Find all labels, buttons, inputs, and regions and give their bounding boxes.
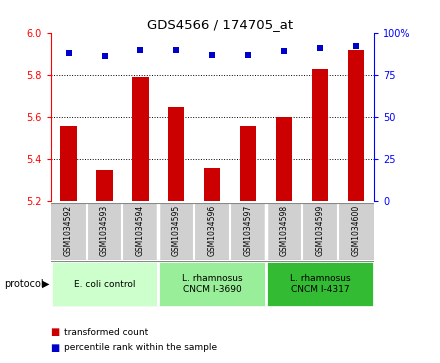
Text: ▶: ▶ xyxy=(42,279,50,289)
Text: ■: ■ xyxy=(51,343,60,353)
Point xyxy=(245,52,252,57)
Text: L. rhamnosus
CNCM I-4317: L. rhamnosus CNCM I-4317 xyxy=(290,274,350,294)
Text: percentile rank within the sample: percentile rank within the sample xyxy=(64,343,217,352)
Point xyxy=(173,47,180,53)
Text: GSM1034596: GSM1034596 xyxy=(208,205,217,256)
Text: ■: ■ xyxy=(51,327,60,337)
Bar xyxy=(158,261,266,307)
Point xyxy=(65,50,72,56)
Text: protocol: protocol xyxy=(4,279,44,289)
Text: GSM1034599: GSM1034599 xyxy=(315,205,325,256)
Bar xyxy=(96,170,113,201)
Bar xyxy=(168,106,184,201)
Text: L. rhamnosus
CNCM I-3690: L. rhamnosus CNCM I-3690 xyxy=(182,274,242,294)
Bar xyxy=(276,117,292,201)
Bar xyxy=(266,261,374,307)
Bar xyxy=(204,168,220,201)
Text: transformed count: transformed count xyxy=(64,328,148,337)
Text: GSM1034597: GSM1034597 xyxy=(244,205,253,256)
Text: GSM1034593: GSM1034593 xyxy=(100,205,109,256)
Bar xyxy=(312,69,328,201)
Bar xyxy=(348,50,364,201)
Bar xyxy=(60,126,77,201)
Point xyxy=(281,48,288,54)
Text: GSM1034595: GSM1034595 xyxy=(172,205,181,256)
Text: GDS4566 / 174705_at: GDS4566 / 174705_at xyxy=(147,18,293,31)
Point xyxy=(317,45,324,51)
Text: GSM1034594: GSM1034594 xyxy=(136,205,145,256)
Point xyxy=(352,43,359,49)
Bar xyxy=(51,261,158,307)
Text: GSM1034598: GSM1034598 xyxy=(280,205,289,256)
Bar xyxy=(240,126,257,201)
Text: E. coli control: E. coli control xyxy=(74,280,135,289)
Point xyxy=(137,47,144,53)
Text: GSM1034600: GSM1034600 xyxy=(352,205,360,256)
Text: GSM1034592: GSM1034592 xyxy=(64,205,73,256)
Bar xyxy=(132,77,149,201)
Point xyxy=(209,52,216,57)
Point xyxy=(101,53,108,59)
